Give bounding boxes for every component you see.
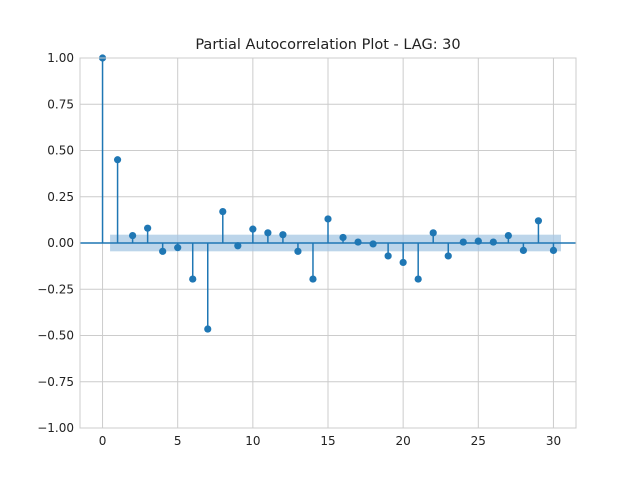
stem-marker: [264, 229, 272, 237]
y-tick-label: 0.50: [47, 144, 74, 158]
x-axis-ticks: 0 5 10 15 20 25 30: [99, 434, 561, 448]
y-tick-label: 1.00: [47, 51, 74, 65]
stem-marker: [113, 156, 122, 164]
stem-marker: [519, 246, 527, 254]
stem-marker: [294, 247, 302, 255]
y-tick-label: 0.75: [47, 97, 74, 111]
stem-marker: [339, 233, 347, 242]
x-tick-label: 10: [245, 434, 260, 448]
x-tick-label: 5: [174, 434, 182, 448]
stem-marker: [489, 238, 497, 246]
stem-marker: [189, 275, 197, 283]
stem-marker: [219, 207, 227, 216]
stem-marker: [144, 224, 152, 232]
stem-marker: [384, 252, 392, 260]
x-tick-label: 30: [546, 434, 561, 448]
stem-marker: [249, 225, 257, 233]
stem-marker: [459, 238, 467, 246]
y-tick-label: 0.25: [47, 190, 74, 204]
stem-marker: [159, 247, 167, 255]
x-tick-label: 0: [99, 434, 107, 448]
stem-marker: [414, 275, 422, 283]
stem-marker: [444, 252, 452, 260]
y-tick-label: −0.75: [37, 375, 74, 389]
stem-marker: [234, 242, 242, 250]
y-tick-label: −1.00: [37, 421, 74, 435]
stem-marker: [309, 275, 317, 283]
y-tick-label: −0.50: [37, 329, 74, 343]
chart-title: Partial Autocorrelation Plot - LAG: 30: [195, 37, 460, 53]
stem-marker: [549, 246, 558, 254]
stem-marker: [504, 232, 512, 240]
plot-frame: [79, 57, 577, 429]
stem-marker: [474, 237, 482, 245]
stem-marker: [129, 232, 137, 240]
stem-marker: [324, 215, 332, 223]
stem-marker: [429, 229, 437, 237]
y-axis-ticks: −1.00 −0.75 −0.50 −0.25 0.00 0.25 0.50 0.75 1.00: [37, 51, 74, 435]
x-tick-label: 20: [396, 434, 411, 448]
stem-marker: [369, 240, 377, 248]
stem-marker: [354, 238, 362, 246]
stem-marker: [534, 217, 543, 225]
stem-marker: [204, 325, 212, 333]
x-tick-label: 15: [320, 434, 335, 448]
stem-marker: [279, 231, 287, 239]
x-tick-label: 25: [471, 434, 486, 448]
y-tick-label: −0.25: [37, 282, 74, 296]
stem-marker: [399, 258, 407, 267]
y-tick-label: 0.00: [47, 236, 74, 250]
stem-marker: [174, 244, 182, 252]
